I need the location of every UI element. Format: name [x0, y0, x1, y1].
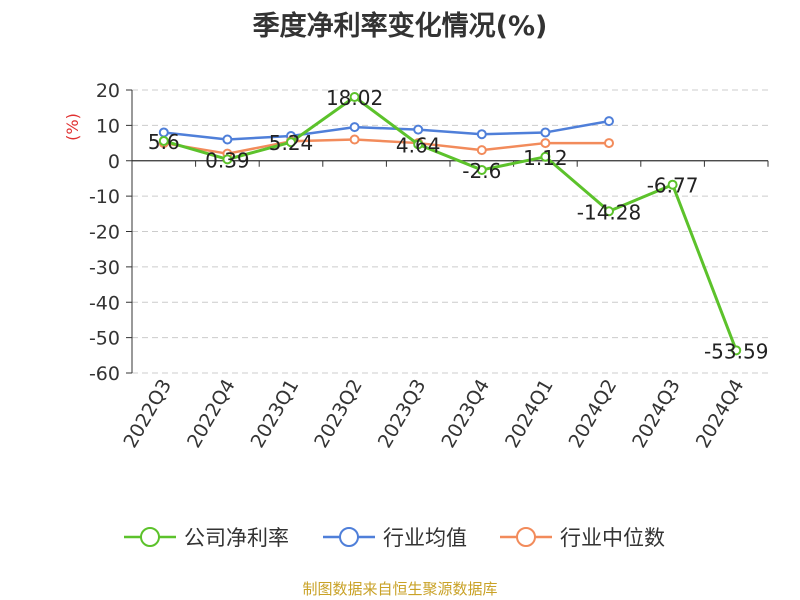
series-line-0: [163, 95, 738, 351]
y-tick-label: -20: [89, 222, 120, 244]
data-label: 0.39: [205, 148, 250, 172]
data-label: 4.64: [396, 133, 441, 157]
data-label: -2.6: [462, 159, 501, 183]
data-label: -6.77: [647, 174, 699, 198]
data-point: [604, 206, 614, 217]
data-point: [476, 129, 487, 140]
y-tick-label: 20: [96, 80, 120, 102]
data-label: 5.6: [148, 130, 180, 154]
data-point: [222, 154, 233, 165]
x-tick-label: 2024Q4: [692, 376, 749, 452]
y-tick-label: -60: [89, 363, 120, 385]
data-label: 1.12: [523, 146, 568, 170]
y-tick-label: -40: [89, 292, 120, 314]
source-note: 制图数据来自恒生聚源数据库: [302, 580, 498, 598]
data-point: [476, 164, 487, 175]
x-tick-label: 2024Q1: [501, 376, 558, 452]
legend-marker: [140, 527, 160, 547]
x-tick-label: 2023Q4: [437, 376, 494, 452]
data-point: [158, 135, 169, 146]
chart-title: 季度净利率变化情况(%): [252, 11, 548, 42]
y-tick-label: 10: [96, 115, 120, 137]
series-line-2: [163, 138, 609, 155]
x-tick-label: 2023Q3: [374, 376, 431, 452]
y-tick-label: -30: [89, 257, 120, 279]
legend-label: 公司净利率: [184, 526, 289, 550]
data-point: [604, 138, 614, 149]
x-tick-label: 2023Q2: [310, 376, 367, 452]
legend-marker: [339, 527, 359, 547]
data-point: [349, 122, 360, 133]
data-point: [349, 134, 360, 145]
y-tick-label: -10: [89, 186, 120, 208]
data-point: [476, 145, 487, 156]
data-point: [349, 92, 360, 103]
data-point: [731, 345, 742, 356]
legend-marker: [516, 527, 536, 547]
series-line-1: [163, 119, 610, 141]
data-point: [413, 139, 424, 150]
data-point: [667, 179, 678, 190]
legend-label: 行业中位数: [560, 526, 665, 550]
y-axis-label: (%): [63, 113, 82, 141]
data-label: -14.28: [577, 200, 641, 224]
data-label: 18.02: [326, 86, 383, 110]
data-label: -53.59: [704, 339, 768, 363]
data-point: [604, 116, 614, 127]
x-tick-label: 2024Q3: [628, 376, 685, 452]
x-tick-label: 2022Q4: [183, 376, 240, 452]
data-point: [222, 134, 233, 145]
y-tick-label: -50: [89, 328, 120, 350]
x-tick-label: 2024Q2: [565, 376, 622, 452]
legend-label: 行业均值: [383, 526, 467, 550]
data-point: [540, 138, 551, 149]
data-point: [286, 137, 296, 148]
x-tick-label: 2022Q3: [119, 376, 176, 452]
data-point: [540, 151, 551, 162]
x-tick-label: 2023Q1: [247, 376, 304, 452]
data-point: [540, 127, 551, 138]
y-tick-label: 0: [108, 151, 120, 173]
data-point: [413, 124, 424, 135]
data-label: 5.24: [269, 131, 314, 155]
